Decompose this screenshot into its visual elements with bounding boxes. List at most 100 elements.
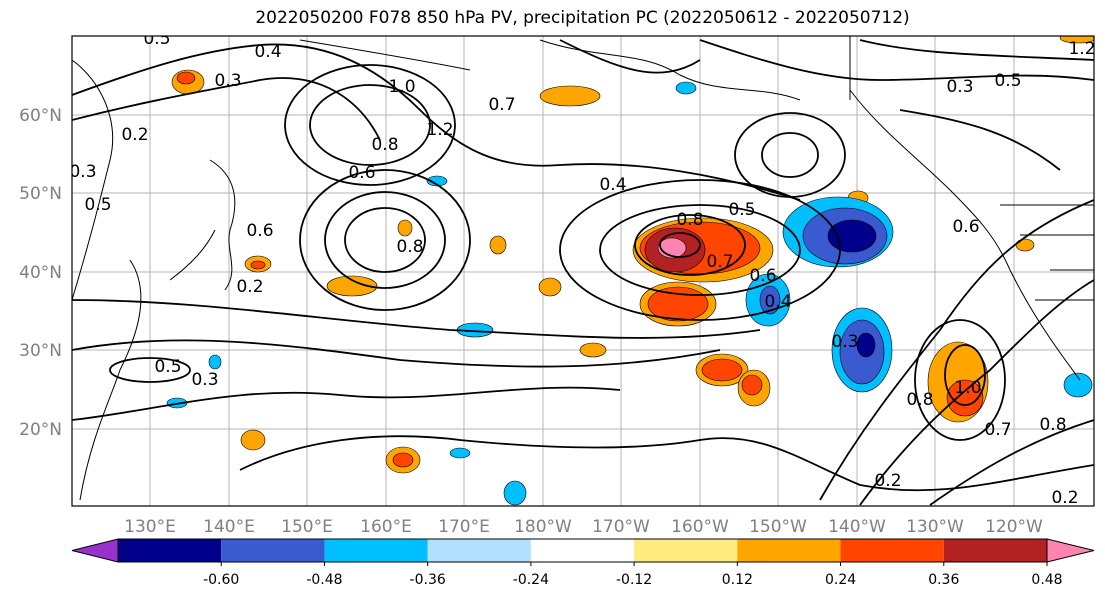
coastlines: [72, 36, 1094, 501]
colorbar-swatch: [427, 539, 531, 562]
precip-blob: [503, 480, 527, 506]
contour-label: 0.7: [706, 252, 733, 272]
colorbar-frame: [117, 538, 1048, 563]
contour-label: 1.0: [388, 77, 415, 97]
precip-blob: [240, 429, 266, 451]
contour-label: 0.2: [1051, 488, 1078, 508]
colorbar-swatch: [840, 539, 944, 562]
precip-blob: [741, 374, 763, 396]
colorbar-swatch: [221, 539, 325, 562]
latitude-ticks: 60°N 50°N 40°N 30°N 20°N: [19, 106, 62, 440]
colorbar-tick-label: 0.36: [928, 572, 959, 588]
map-frame: [71, 35, 1095, 507]
lon-tick-label: 140°E: [203, 517, 255, 537]
precip-blob: [856, 332, 876, 358]
lat-tick-label: 30°N: [19, 341, 62, 361]
precip-blob: [489, 235, 507, 255]
colorbar-extend-high: [1046, 538, 1095, 563]
colorbar-swatch: [737, 539, 841, 562]
precip-blob: [759, 285, 781, 315]
lon-tick-label: 150°W: [749, 517, 807, 537]
contour-label: 0.6: [952, 217, 979, 237]
contour-label: 0.5: [143, 29, 170, 49]
colorbar-tick-label: -0.48: [306, 572, 342, 588]
lat-tick-label: 60°N: [19, 106, 62, 126]
pv-contours: [72, 39, 1094, 506]
precip-blob: [208, 354, 222, 370]
contour-label: 0.7: [984, 420, 1011, 440]
precip-blob: [827, 219, 877, 253]
colorbar-tick-label: 0.12: [722, 572, 753, 588]
lon-tick-label: 130°W: [906, 517, 964, 537]
contour-label: 0.2: [874, 471, 901, 491]
precip-blob: [397, 219, 413, 237]
colorbar-tick-label: 0.24: [825, 572, 856, 588]
precip-blob: [426, 175, 448, 187]
map-area: [72, 36, 1094, 506]
precip-blob: [1059, 36, 1094, 44]
precip-blob: [675, 81, 697, 95]
contour-label: 0.4: [254, 42, 281, 62]
contour-label: 0.6: [246, 221, 273, 241]
colorbar-swatch: [943, 539, 1047, 562]
precip-blob: [946, 379, 984, 417]
lon-tick-label: 180°W: [514, 517, 572, 537]
contour-label: 0.3: [831, 332, 858, 352]
colorbar-tick-label: -0.36: [410, 572, 446, 588]
contour-label: 1.2: [426, 120, 453, 140]
precip-blob: [176, 71, 196, 85]
contour-label: 0.7: [488, 95, 515, 115]
colorbar-tick-label: -0.60: [203, 572, 239, 588]
contour-label: 0.5: [994, 71, 1021, 91]
contour-label: 0.5: [84, 195, 111, 215]
precip-blob: [657, 237, 687, 259]
precip-blob: [250, 260, 266, 270]
precip-blob: [647, 286, 709, 322]
colorbar-tick-label: 0.48: [1031, 572, 1062, 588]
precip-blob: [1063, 372, 1093, 398]
precipitation-shading: [166, 36, 1094, 506]
colorbar-swatch: [634, 539, 738, 562]
precip-blob: [392, 452, 414, 468]
contour-label: 0.8: [1039, 415, 1066, 435]
precip-blob: [1015, 238, 1035, 252]
contour-label: 0.6: [348, 163, 375, 183]
precip-blob: [701, 358, 743, 382]
lon-tick-label: 130°E: [124, 517, 176, 537]
contour-label: 0.8: [371, 135, 398, 155]
contour-label: 0.2: [121, 125, 148, 145]
contour-label: 1.0: [954, 378, 981, 398]
contour-label: 0.8: [396, 237, 423, 257]
contour-label: 0.2: [236, 277, 263, 297]
contour-label: 0.6: [749, 266, 776, 286]
colorbar-swatch: [324, 539, 428, 562]
lon-tick-label: 120°W: [985, 517, 1043, 537]
precip-blob: [538, 277, 562, 297]
contour-label: 0.4: [764, 292, 791, 312]
contour-label: 0.8: [676, 210, 703, 230]
contour-label: 0.3: [69, 162, 96, 182]
precip-blob: [539, 85, 601, 107]
colorbar-swatch: [118, 539, 222, 562]
contour-label: 0.3: [214, 71, 241, 91]
precip-blob: [449, 447, 471, 459]
contour-labels: 0.5 0.4 0.3 1.0 1.2 0.8 0.6 0.7 0.2 0.4 0.8 0.5 0.7 0…: [69, 29, 1095, 508]
lon-tick-label: 140°W: [828, 517, 886, 537]
colorbar-tick-label: -0.24: [513, 572, 549, 588]
lon-tick-label: 160°W: [671, 517, 729, 537]
lat-tick-label: 50°N: [19, 184, 62, 204]
colorbar-tick-labels: -0.60 -0.48 -0.36 -0.24 -0.12 0.12 0.24 0.36 0.4…: [203, 562, 1063, 588]
contour-label: 0.5: [154, 357, 181, 377]
lon-tick-label: 160°E: [360, 517, 412, 537]
colorbar-swatch: [530, 539, 635, 562]
colorbar-extend-low: [71, 538, 119, 563]
contour-label: 0.3: [191, 370, 218, 390]
colorbar: [71, 538, 1095, 563]
contour-label: 0.5: [728, 200, 755, 220]
contour-label: 0.4: [599, 175, 626, 195]
lat-tick-label: 20°N: [19, 420, 62, 440]
lon-tick-label: 150°E: [281, 517, 333, 537]
contour-label: 1.2: [1068, 39, 1095, 59]
contour-label: 0.8: [906, 390, 933, 410]
